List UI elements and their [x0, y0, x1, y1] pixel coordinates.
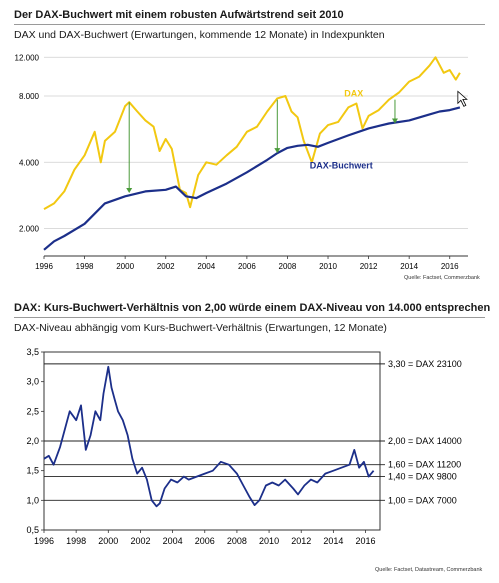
chart2-title-divider	[14, 317, 485, 318]
chart2-y-tick-label: 1,0	[26, 495, 39, 505]
chart1-x-tick-label: 2006	[238, 262, 256, 271]
chart2-y-tick-label: 3,5	[26, 347, 39, 357]
chart2-x-tick-label: 2012	[291, 536, 311, 546]
chart1-y-tick-label: 4.000	[19, 158, 40, 167]
dax-series-line	[43, 56, 461, 210]
chart1-x-tick-label: 2014	[400, 262, 418, 271]
chart2-reference-label: 1,60 = DAX 11200	[388, 460, 461, 470]
mouse-cursor-icon	[457, 90, 468, 107]
chart2-x-tick-label: 2014	[323, 536, 343, 546]
chart1-y-tick-label: 12.000	[15, 53, 40, 62]
chart1-arrow-head	[274, 148, 281, 154]
chart2-y-tick-label: 2,5	[26, 406, 39, 416]
kbv-series-line	[43, 365, 375, 508]
chart2-reference-label: 1,40 = DAX 9800	[388, 472, 457, 482]
chart2-x-tick-label: 2008	[227, 536, 247, 546]
chart2-y-tick-label: 1,5	[26, 466, 39, 476]
chart2-subtitle: DAX-Niveau abhängig vom Kurs-Buchwert-Ve…	[14, 322, 387, 334]
chart1-x-tick-label: 2008	[279, 262, 297, 271]
chart2-x-tick-label: 2002	[130, 536, 150, 546]
chart1-y-tick-label: 8.000	[19, 92, 40, 101]
chart2-reference-label: 1,00 = DAX 7000	[388, 495, 457, 505]
chart1-x-tick-label: 2010	[319, 262, 337, 271]
chart2-title: DAX: Kurs-Buchwert-Verhältnis von 2,00 w…	[14, 302, 491, 314]
dax-buchwert-series-label: DAX-Buchwert	[310, 160, 373, 170]
chart2-y-tick-label: 3,0	[26, 377, 39, 387]
chart2-x-tick-label: 1996	[34, 536, 54, 546]
chart2-reference-label: 2,00 = DAX 14000	[388, 436, 462, 446]
dax-series-label: DAX	[344, 89, 363, 99]
chart1-x-tick-label: 2012	[360, 262, 378, 271]
chart1-title: Der DAX-Buchwert mit einem robusten Aufw…	[14, 9, 344, 21]
chart1-x-tick-label: 2000	[116, 262, 134, 271]
dax-buchwert-series-line	[43, 106, 461, 251]
chart1-x-tick-label: 2016	[441, 262, 459, 271]
chart1-subtitle: DAX und DAX-Buchwert (Erwartungen, komme…	[14, 29, 385, 41]
chart1-x-tick-label: 1996	[35, 262, 53, 271]
chart1-x-tick-label: 2004	[197, 262, 215, 271]
chart1-source: Quelle: Factset, Commerzbank	[404, 275, 480, 281]
chart2-x-tick-label: 2016	[356, 536, 376, 546]
chart1-arrow-head	[126, 187, 133, 193]
chart1-plot: 2.000 4.000 8.000 12.000 1996 1998 2000 2002 200…	[15, 53, 468, 271]
chart1-x-tick-label: 1998	[76, 262, 94, 271]
chart2-x-tick-label: 1998	[66, 536, 86, 546]
chart2-x-tick-label: 2006	[195, 536, 215, 546]
chart2-y-tick-label: 0,5	[26, 525, 39, 535]
chart2-reference-label: 3,30 = DAX 23100	[388, 359, 462, 369]
chart1-x-tick-label: 2002	[157, 262, 175, 271]
chart2-plot: 0,5 1,0 1,5 2,0 2,5 3,0 3,5 1996 1998 2000 2002 200…	[26, 347, 462, 546]
chart1-arrow-head	[391, 118, 398, 124]
chart2-y-tick-label: 2,0	[26, 436, 39, 446]
chart2-source: Quelle: Factset, Datastream, Commerzbank	[375, 567, 483, 573]
chart1-title-divider	[14, 24, 485, 25]
chart1-y-tick-label: 2.000	[19, 225, 40, 234]
chart2-x-tick-label: 2004	[163, 536, 183, 546]
chart2-x-tick-label: 2000	[98, 536, 118, 546]
chart2-x-tick-label: 2010	[259, 536, 279, 546]
